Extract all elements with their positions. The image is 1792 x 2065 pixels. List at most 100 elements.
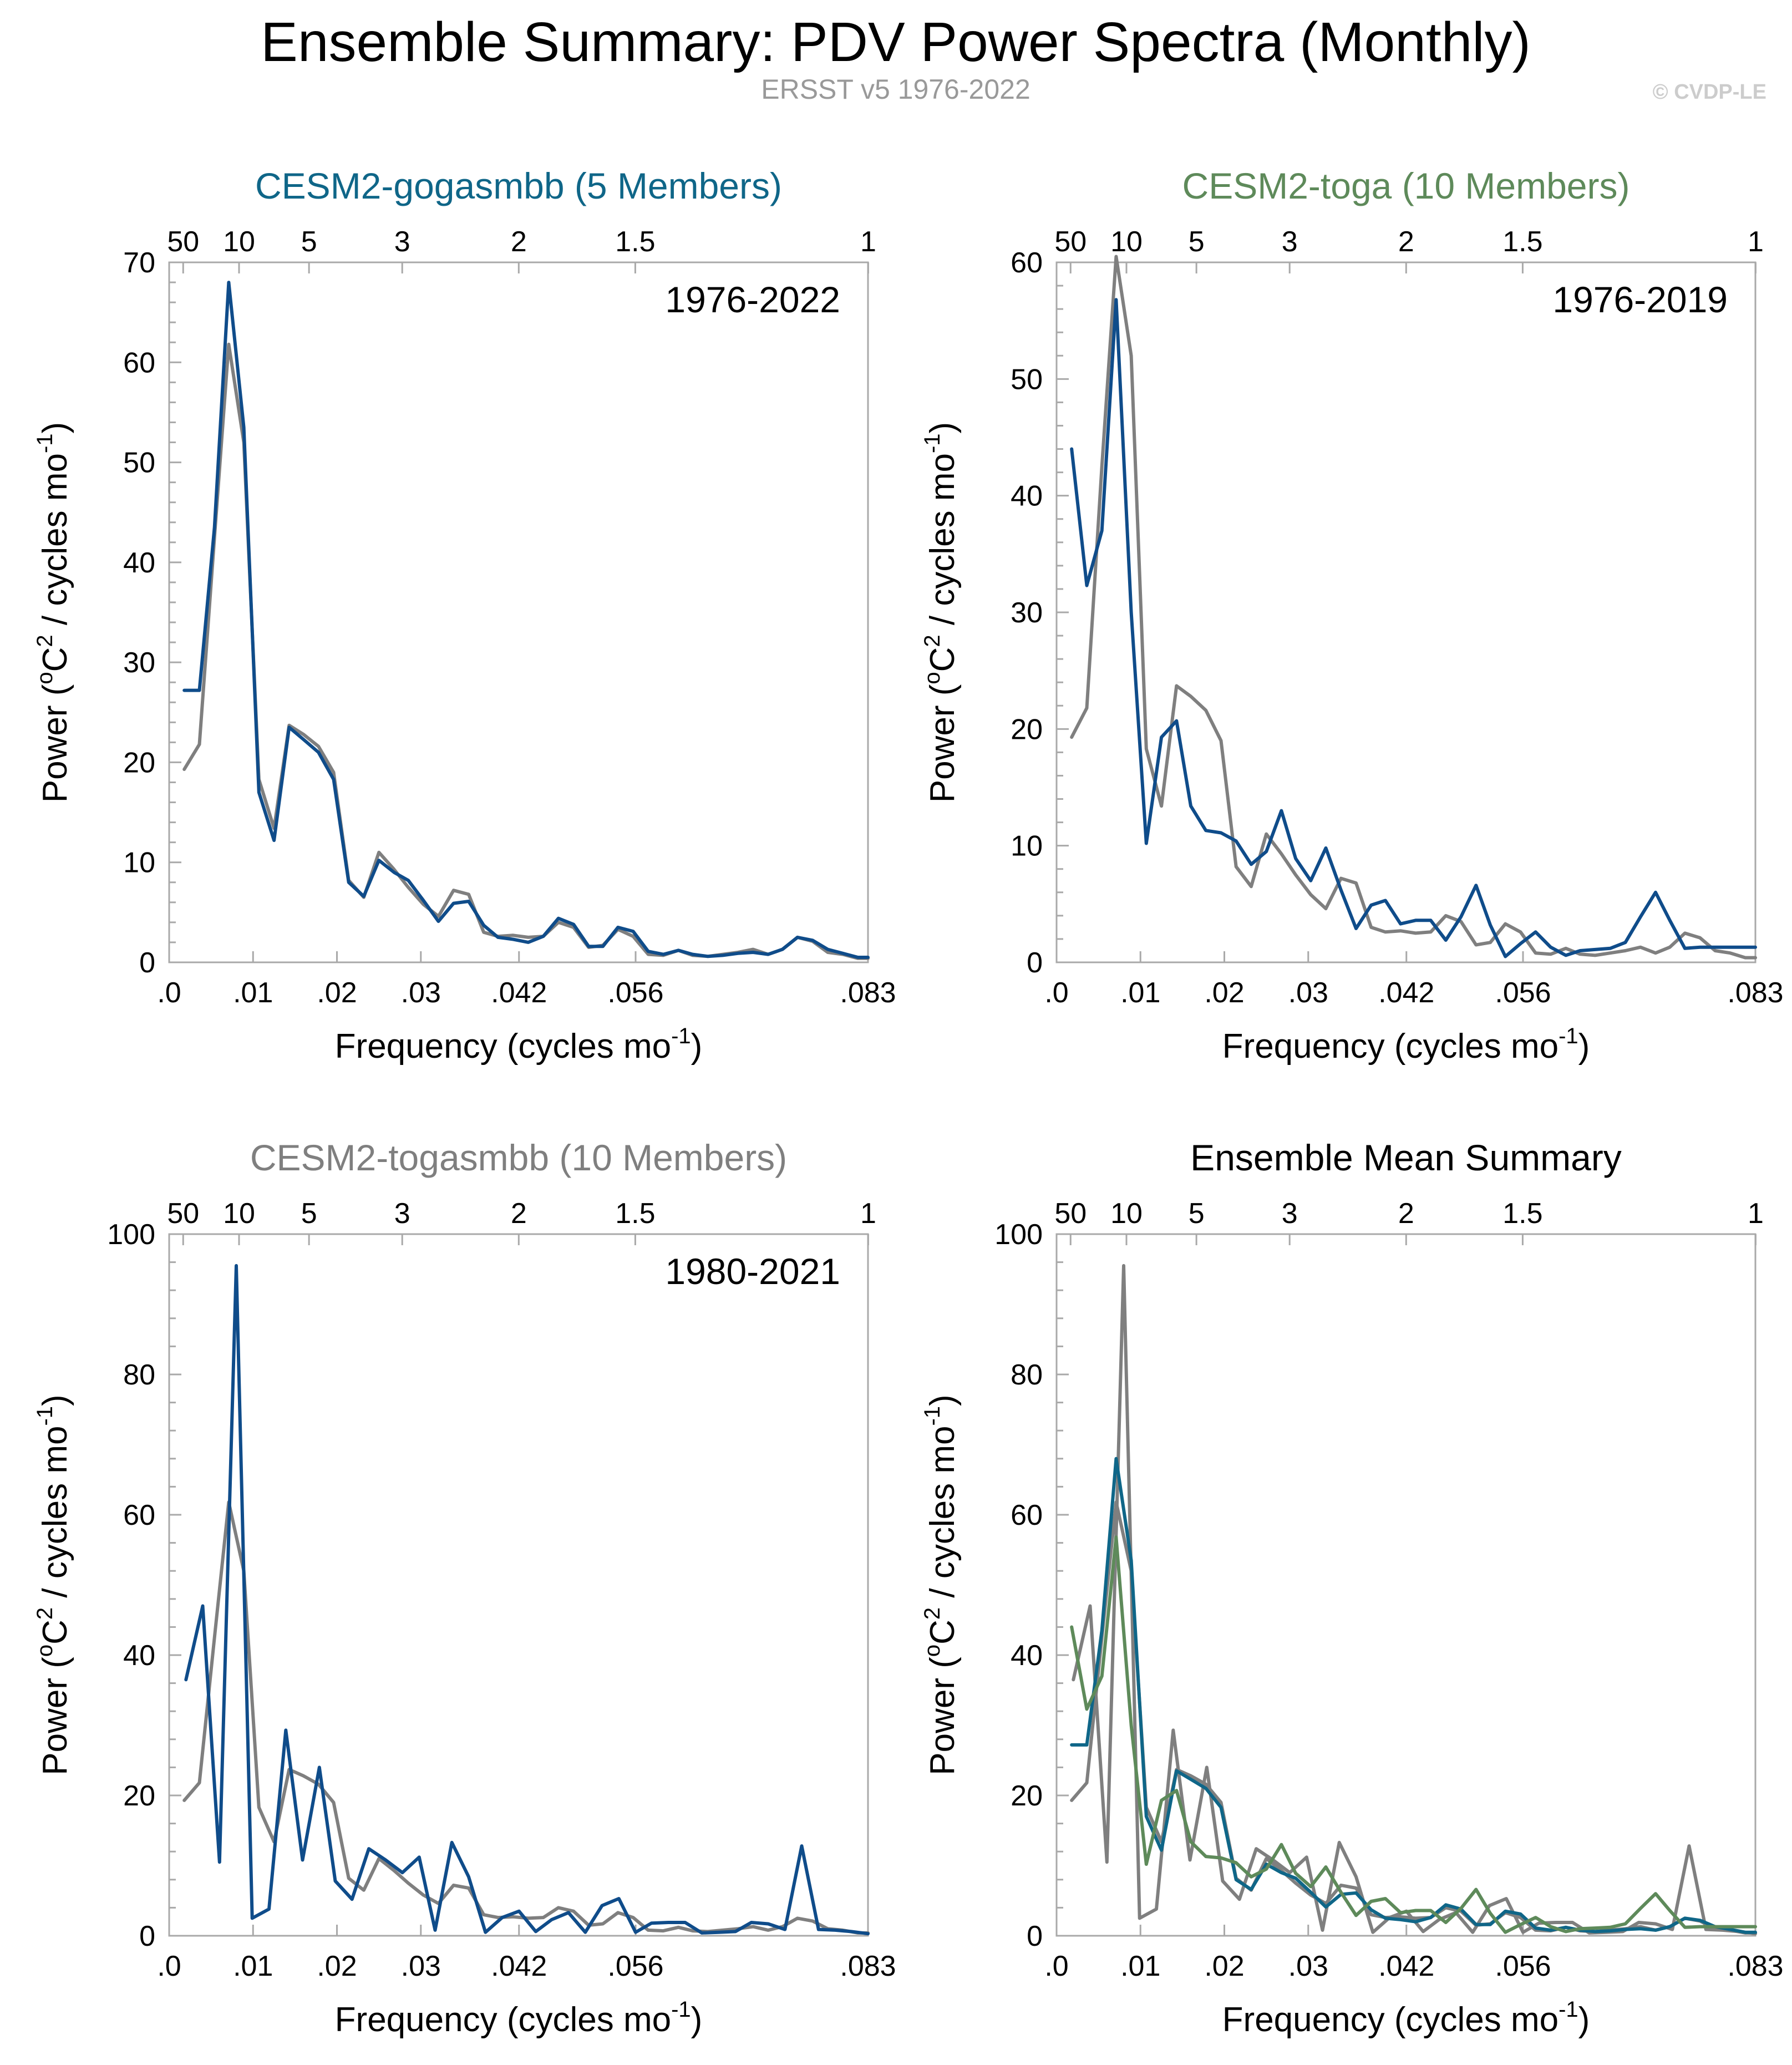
- figure-subtitle: ERSST v5 1976-2022: [761, 74, 1030, 105]
- x-axis-label-sup: -1: [1559, 1997, 1578, 2022]
- panel-4: Ensemble Mean Summary 0 20 40 60 80 100 .0 .01 .0…: [920, 1137, 1784, 2039]
- x-tick-label: .056: [1495, 977, 1551, 1009]
- series-line-ersst-v5: [182, 1500, 870, 1935]
- top-tick-label: 3: [394, 226, 410, 258]
- credit-label: © CVDP-LE: [1653, 80, 1766, 104]
- y-tick-label: 40: [123, 1640, 155, 1672]
- y-axis-label-sup: 2: [33, 1607, 57, 1620]
- top-tick-label: 50: [167, 226, 199, 258]
- y-tick-label: 50: [1011, 363, 1043, 395]
- y-axis-label-sup: 2: [920, 635, 945, 647]
- plot-frame: [1055, 261, 1757, 963]
- y-axis-label-text: / cycles mo: [36, 1426, 74, 1607]
- top-tick-label: 3: [1282, 226, 1298, 258]
- top-tick-label: 1: [860, 1198, 876, 1230]
- x-axis-label-end: ): [1578, 1027, 1590, 1066]
- y-axis-label: Power (oC2 / cycles mo-1): [920, 422, 962, 803]
- series-line-cesm2-gogasmbb: [182, 281, 870, 959]
- x-tick-label: .056: [1495, 1950, 1551, 1982]
- y-axis-label-end: ): [36, 422, 74, 434]
- top-tick-label: 10: [1110, 226, 1143, 258]
- top-tick-label: 5: [301, 226, 317, 258]
- y-axis-label-text: / cycles mo: [36, 453, 74, 635]
- y-tick-label: 30: [1011, 597, 1043, 629]
- y-tick-label: 40: [1011, 480, 1043, 513]
- y-tick-label: 20: [1011, 1780, 1043, 1812]
- y-tick-label: 70: [123, 247, 155, 279]
- x-axis-label-end: ): [691, 2001, 703, 2039]
- x-tick-label: .02: [1204, 977, 1244, 1009]
- y-tick-label: 20: [123, 747, 155, 779]
- series-line-cesm2-togasmbb: [184, 1264, 870, 1936]
- y-axis-label-sup: 2: [920, 1607, 945, 1620]
- top-tick-label: 1: [860, 226, 876, 258]
- top-tick-label: 10: [223, 1198, 255, 1230]
- top-tick-label: 3: [1282, 1198, 1298, 1230]
- top-tick-label: 50: [1054, 226, 1087, 258]
- x-tick-label: .03: [401, 977, 441, 1009]
- top-tick-label: 5: [1189, 226, 1205, 258]
- top-tick-label: 3: [394, 1198, 410, 1230]
- x-axis-label-text: Frequency (cycles mo: [1222, 1027, 1559, 1066]
- x-tick-label: .042: [1378, 1950, 1434, 1982]
- y-axis-label: Power (oC2 / cycles mo-1): [33, 422, 74, 803]
- top-tick-label: 10: [223, 226, 255, 258]
- y-tick-label: 60: [1011, 247, 1043, 279]
- y-tick-label: 10: [123, 847, 155, 879]
- y-axis-label-text: C: [923, 647, 962, 672]
- y-axis-label-sup: -1: [920, 1406, 945, 1426]
- top-tick-label: 1: [1748, 1198, 1764, 1230]
- period-label: 1976-2022: [665, 279, 840, 320]
- x-tick-label: .01: [233, 977, 273, 1009]
- x-tick-label: .03: [1288, 1950, 1328, 1982]
- x-axis-label-text: Frequency (cycles mo: [335, 1027, 671, 1066]
- x-tick-label: .0: [157, 977, 181, 1009]
- y-tick-label: 20: [123, 1780, 155, 1812]
- plot-frame: [1055, 1233, 1757, 1937]
- y-tick-label: 10: [1011, 830, 1043, 862]
- y-axis-label-sup: o: [920, 1645, 945, 1657]
- y-tick-label: 20: [1011, 713, 1043, 745]
- figure-title: Ensemble Summary: PDV Power Spectra (Mon…: [261, 11, 1531, 73]
- top-tick-label: 2: [511, 226, 527, 258]
- y-tick-label: 0: [1027, 947, 1043, 979]
- y-tick-label: 100: [107, 1219, 155, 1251]
- plot-frame: [168, 1233, 869, 1937]
- top-tick-label: 2: [1398, 226, 1414, 258]
- x-tick-label: .02: [317, 977, 357, 1009]
- top-tick-label: 10: [1110, 1198, 1143, 1230]
- x-axis-label-end: ): [691, 1027, 703, 1066]
- x-axis-label: Frequency (cycles mo-1): [335, 1997, 703, 2039]
- top-tick-label: 1.5: [615, 1198, 655, 1230]
- x-axis-label-end: ): [1578, 2001, 1590, 2039]
- x-tick-label: .083: [1727, 1950, 1783, 1982]
- x-tick-label: .056: [607, 1950, 663, 1982]
- top-tick-label: 1.5: [615, 226, 655, 258]
- y-axis-label-sup: o: [33, 1645, 57, 1657]
- y-tick-label: 60: [123, 347, 155, 379]
- y-tick-label: 30: [123, 647, 155, 679]
- panel-3: CESM2-togasmbb (10 Members) 1980-2021 0 20 4…: [33, 1137, 896, 2039]
- series-line-ersst-v5: [1070, 1500, 1757, 1935]
- y-tick-label: 80: [123, 1359, 155, 1391]
- y-axis-label-sup: -1: [33, 433, 57, 453]
- series-line-cesm2-toga: [1070, 298, 1757, 958]
- x-axis-label-text: Frequency (cycles mo: [1222, 2001, 1559, 2039]
- y-tick-label: 40: [1011, 1640, 1043, 1672]
- top-tick-label: 1.5: [1502, 226, 1542, 258]
- x-tick-label: .01: [233, 1950, 273, 1982]
- y-axis-label: Power (oC2 / cycles mo-1): [33, 1394, 74, 1775]
- period-label: 1976-2019: [1552, 279, 1728, 320]
- x-axis-label-sup: -1: [671, 1024, 691, 1048]
- y-axis-label-sup: 2: [33, 635, 57, 647]
- x-axis-label-text: Frequency (cycles mo: [335, 2001, 671, 2039]
- top-tick-label: 2: [511, 1198, 527, 1230]
- panel-title: CESM2-gogasmbb (5 Members): [255, 165, 782, 206]
- y-axis-label-sup: o: [920, 672, 945, 684]
- y-axis-label-text: Power (: [36, 1657, 74, 1775]
- x-tick-label: .083: [840, 977, 896, 1009]
- period-label: 1980-2021: [665, 1251, 840, 1292]
- series-line-cesm2-toga: [1070, 1535, 1757, 1934]
- y-axis-label-text: Power (: [923, 1657, 962, 1775]
